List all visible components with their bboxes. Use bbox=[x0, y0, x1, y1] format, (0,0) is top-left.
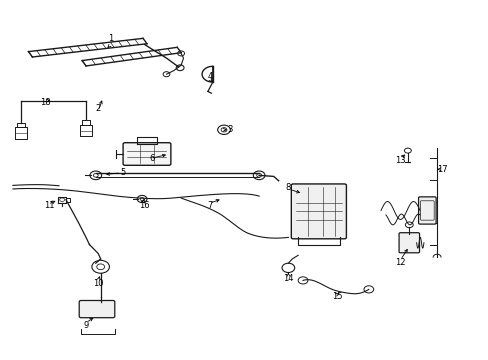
Text: 11: 11 bbox=[44, 201, 55, 210]
Text: 7: 7 bbox=[207, 201, 213, 210]
FancyBboxPatch shape bbox=[123, 143, 170, 165]
Text: 4: 4 bbox=[207, 72, 213, 81]
Text: 2: 2 bbox=[95, 104, 101, 113]
Text: 10: 10 bbox=[93, 279, 103, 288]
Text: 1: 1 bbox=[107, 34, 113, 43]
Text: 17: 17 bbox=[436, 165, 447, 174]
FancyBboxPatch shape bbox=[79, 301, 115, 318]
Text: 3: 3 bbox=[227, 125, 232, 134]
Text: 18: 18 bbox=[40, 98, 51, 107]
FancyBboxPatch shape bbox=[291, 184, 346, 239]
FancyBboxPatch shape bbox=[418, 197, 435, 224]
Text: 12: 12 bbox=[394, 258, 405, 267]
Text: 9: 9 bbox=[83, 321, 88, 330]
Text: 13: 13 bbox=[394, 156, 405, 165]
Text: 5: 5 bbox=[120, 168, 125, 177]
Text: 16: 16 bbox=[139, 201, 149, 210]
Text: 14: 14 bbox=[283, 274, 293, 283]
Text: 8: 8 bbox=[285, 183, 290, 192]
Text: 15: 15 bbox=[331, 292, 342, 301]
Text: 6: 6 bbox=[149, 154, 154, 163]
FancyBboxPatch shape bbox=[398, 233, 419, 253]
